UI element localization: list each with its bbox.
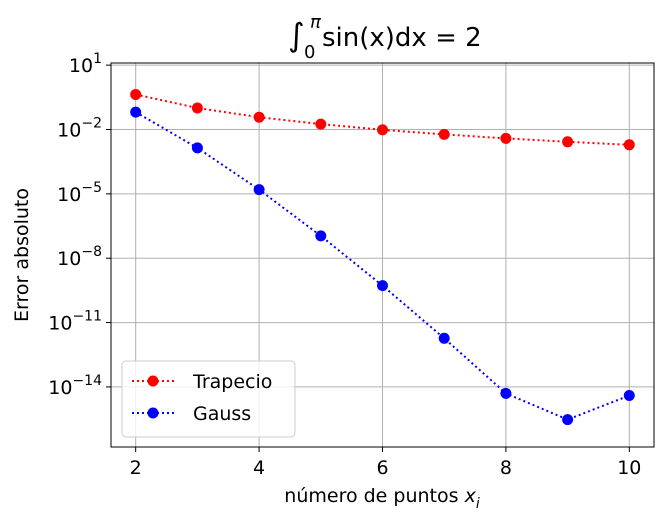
legend-marker-trapecio (147, 375, 159, 387)
series-line-gauss (135, 111, 630, 421)
y-tick-label: 10−2 (57, 116, 102, 142)
legend: Trapecio Gauss (121, 360, 296, 438)
x-axis-label-var: x (464, 485, 477, 507)
title-lower-limit: 0 (304, 42, 315, 63)
data-point-trapecio (500, 132, 512, 144)
y-axis-label: Error absoluto (11, 188, 33, 322)
data-point-trapecio (438, 128, 450, 140)
y-tick-label: 10−11 (48, 309, 102, 335)
legend-label-trapecio: Trapecio (192, 371, 272, 393)
y-axis: 101 10−2 10−5 10−8 10−11 10−14 (48, 51, 111, 399)
title-integral-sign: ∫ (288, 16, 305, 54)
x-tick-label: 4 (253, 457, 265, 479)
data-point-gauss (130, 106, 142, 118)
x-tick-label: 8 (500, 457, 512, 479)
data-point-trapecio (253, 111, 265, 123)
x-axis-label: número de puntos xi (284, 485, 480, 512)
y-tick-label: 10−5 (57, 180, 102, 206)
x-axis-label-text: número de puntos (284, 485, 464, 507)
title-upper-limit: π (310, 12, 322, 33)
x-tick-label: 2 (130, 457, 142, 479)
y-tick-label: 10−8 (57, 244, 102, 270)
chart-title: ∫ π 0 sin(x)dx = 2 (288, 12, 482, 63)
data-point-gauss (623, 390, 635, 401)
legend-label-gauss: Gauss (193, 403, 251, 425)
title-expression: sin(x)dx = 2 (322, 23, 482, 53)
data-point-gauss (500, 387, 512, 399)
data-point-trapecio (377, 124, 388, 136)
data-point-gauss (377, 280, 388, 292)
legend-box (121, 360, 296, 438)
y-tick-label: 101 (69, 51, 102, 77)
x-tick-label: 10 (617, 457, 641, 479)
data-point-trapecio (315, 118, 327, 130)
data-point-trapecio (130, 89, 142, 100)
y-tick-label: 10−14 (48, 373, 102, 399)
x-axis-label-sub: i (476, 496, 480, 512)
series-layer (130, 89, 635, 426)
data-point-gauss (191, 142, 203, 154)
legend-marker-gauss (147, 407, 159, 419)
data-point-trapecio (191, 102, 203, 114)
data-point-trapecio (562, 136, 574, 148)
data-point-gauss (438, 332, 450, 344)
data-point-gauss (562, 414, 574, 426)
data-point-trapecio (623, 139, 635, 151)
x-axis: 2 4 6 8 10 (130, 447, 641, 479)
data-point-gauss (253, 184, 265, 196)
data-point-gauss (315, 230, 327, 242)
x-tick-label: 6 (376, 457, 388, 479)
